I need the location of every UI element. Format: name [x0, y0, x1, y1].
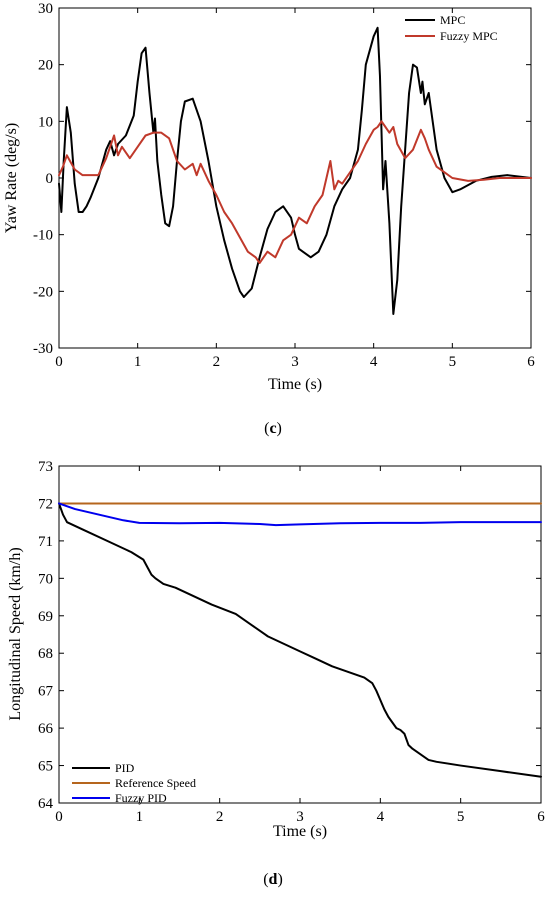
legend-label: PID — [115, 761, 135, 775]
y-tick-label: 70 — [38, 571, 53, 587]
legend-label: Reference Speed — [115, 776, 196, 790]
x-tick-label: 3 — [291, 354, 299, 370]
y-tick-label: 10 — [38, 114, 53, 130]
series-line-fuzzy-pid — [58, 502, 542, 527]
x-tick-label: 4 — [377, 809, 385, 825]
x-tick-label: 0 — [55, 809, 63, 825]
x-tick-label: 0 — [55, 354, 63, 370]
y-axis-label: Yaw Rate (deg/s) — [3, 123, 20, 233]
y-tick-label: 65 — [38, 759, 53, 775]
y-tick-label: 68 — [38, 646, 53, 662]
y-tick-label: 66 — [38, 721, 54, 737]
x-tick-label: 1 — [136, 809, 144, 825]
x-axis-label: Time (s) — [268, 376, 322, 393]
y-ticks: 73 72 71 70 69 68 67 66 65 64 — [38, 459, 541, 812]
series-line-fuzzy-mpc — [58, 120, 532, 264]
y-tick-label: 67 — [38, 684, 54, 700]
y-tick-label: 64 — [38, 796, 54, 812]
yaw-rate-chart: 30 20 10 0 -10 -20 -30 0 1 2 3 4 5 6 Time (s) Yaw Ra… — [3, 1, 535, 437]
x-ticks: 0 1 2 3 4 5 6 — [55, 466, 545, 825]
y-tick-label: -10 — [33, 228, 53, 244]
x-tick-label: 5 — [457, 809, 465, 825]
y-tick-label: 69 — [38, 609, 53, 625]
series-group — [58, 502, 542, 778]
x-tick-label: 3 — [296, 809, 304, 825]
y-tick-label: 73 — [38, 459, 53, 475]
plot-area-frame — [58, 7, 532, 349]
x-tick-label: 4 — [370, 354, 378, 370]
legend-label: Fuzzy PID — [115, 791, 167, 805]
x-ticks: 0 1 2 3 4 5 6 — [55, 8, 535, 370]
series-line-pid — [58, 502, 542, 778]
legend-label: MPC — [440, 13, 465, 27]
panel-label-d: (d) — [263, 871, 283, 888]
y-tick-label: 71 — [38, 534, 53, 550]
x-tick-label: 6 — [537, 809, 545, 825]
x-tick-label: 2 — [213, 354, 221, 370]
y-tick-label: 0 — [46, 171, 54, 187]
y-axis-label: Longitudinal Speed (km/h) — [7, 547, 24, 720]
x-tick-label: 6 — [527, 354, 535, 370]
longitudinal-speed-chart: 73 72 71 70 69 68 67 66 65 64 0 1 2 3 4 5 6 Time (s) Lo… — [7, 459, 545, 888]
panel-label-d-letter: d — [269, 871, 278, 888]
x-tick-label: 5 — [449, 354, 457, 370]
x-tick-label: 2 — [216, 809, 224, 825]
legend-label: Fuzzy MPC — [440, 29, 498, 43]
y-tick-label: -20 — [33, 284, 53, 300]
series-group — [58, 26, 532, 315]
legend: MPC Fuzzy MPC — [405, 13, 498, 43]
x-tick-label: 1 — [134, 354, 142, 370]
plot-area-frame — [58, 465, 542, 804]
y-tick-label: 20 — [38, 58, 53, 74]
y-tick-label: 72 — [38, 496, 53, 512]
y-tick-label: 30 — [38, 1, 53, 17]
panel-label-c: (c) — [264, 420, 282, 437]
x-axis-label: Time (s) — [273, 823, 327, 840]
y-tick-label: -30 — [33, 341, 53, 357]
panel-label-c-letter: c — [269, 420, 276, 437]
